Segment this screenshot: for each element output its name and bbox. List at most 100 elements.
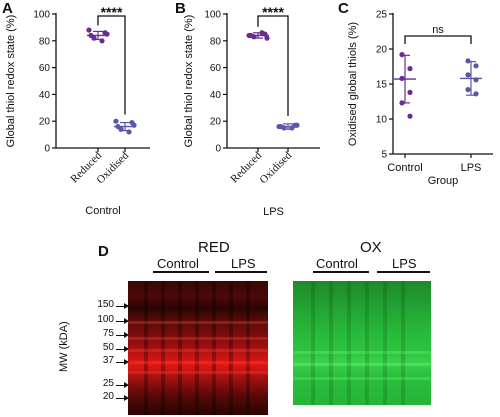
mw-marker-label: 50 — [102, 342, 114, 353]
data-point — [399, 52, 405, 58]
significance-label: **** — [262, 4, 284, 20]
data-point — [465, 72, 471, 78]
data-point — [276, 123, 282, 130]
blot-red-title: RED — [198, 239, 230, 256]
blot-ox-image — [293, 281, 431, 405]
mw-marker-arrow — [116, 306, 125, 308]
significance-label: ns — [432, 24, 444, 36]
y-tick-label: 0 — [44, 144, 50, 155]
mw-marker-label: 150 — [97, 299, 114, 310]
data-point — [473, 63, 479, 69]
significance-bracket — [257, 15, 289, 116]
blot-ox-control-line — [313, 271, 369, 273]
mw-marker-arrowhead — [124, 382, 129, 388]
mw-marker-label: 37 — [102, 355, 114, 366]
x-axis-label: Control — [85, 205, 120, 217]
y-tick-label: 20 — [39, 117, 51, 128]
data-point — [294, 122, 300, 128]
y-tick-label: 40 — [210, 90, 222, 101]
blot-ox-lps-line — [377, 271, 430, 273]
mw-marker-arrow — [116, 385, 125, 387]
data-point — [407, 89, 413, 95]
mw-marker-arrow — [116, 335, 125, 337]
y-tick-label: 10 — [376, 115, 388, 126]
blot-ox-lps-label: LPS — [392, 256, 417, 271]
significance-bracket — [404, 35, 472, 44]
panel-letter-b: B — [175, 0, 186, 17]
y-tick-label: 20 — [210, 117, 222, 128]
data-point — [259, 30, 265, 36]
data-point — [465, 58, 471, 64]
data-point — [251, 34, 257, 40]
mw-axis-label: MW (kDA) — [58, 321, 70, 372]
data-point — [104, 31, 110, 37]
category-label: Control — [387, 162, 422, 174]
y-tick-label: 100 — [204, 10, 221, 21]
y-axis-label: Oxidised global thiols (%) — [347, 22, 359, 146]
blot-ox-title: OX — [360, 239, 382, 256]
y-tick-label: 100 — [33, 10, 50, 21]
mw-marker-arrowhead — [124, 303, 129, 309]
y-tick-label: 15 — [376, 80, 388, 91]
y-tick-label: 60 — [39, 63, 51, 74]
blot-red-lps-line — [215, 271, 267, 273]
data-point — [399, 100, 405, 106]
mw-marker-label: 20 — [102, 391, 114, 402]
data-point — [465, 87, 471, 93]
panel-letter-c: C — [338, 0, 349, 17]
data-point — [113, 118, 119, 124]
y-tick-label: 80 — [210, 36, 222, 47]
panel-letter-a: A — [2, 0, 13, 17]
blot-red-control-line — [153, 271, 209, 273]
mw-marker-label: 75 — [102, 328, 114, 339]
data-point — [281, 125, 287, 131]
data-point — [118, 126, 124, 132]
mw-marker-label: 100 — [97, 314, 114, 325]
mw-marker-arrowhead — [124, 346, 129, 352]
y-tick-label: 60 — [210, 63, 222, 74]
blot-red-control-label: Control — [157, 256, 199, 271]
mw-marker-arrowhead — [124, 318, 129, 324]
data-point — [473, 77, 479, 83]
data-point — [91, 35, 97, 41]
blot-ox-control-label: Control — [316, 256, 358, 271]
mw-marker-arrow — [116, 362, 125, 364]
mw-marker-arrowhead — [124, 359, 129, 365]
y-tick-label: 80 — [39, 36, 51, 47]
data-point — [131, 122, 137, 128]
category-label: LPS — [461, 162, 482, 174]
y-tick-label: 25 — [376, 10, 388, 21]
y-tick-label: 0 — [215, 144, 221, 155]
data-point — [289, 125, 295, 131]
y-axis-label: Global thiol redox state (%) — [183, 15, 195, 148]
mw-marker-arrow — [116, 398, 125, 400]
significance-bracket — [97, 15, 126, 115]
panel-letter-d: D — [98, 243, 109, 260]
significance-label: **** — [101, 4, 123, 20]
mw-marker-arrowhead — [124, 332, 129, 338]
data-point — [99, 38, 105, 44]
data-point — [126, 129, 132, 135]
x-axis-label: Group — [428, 175, 459, 187]
mw-marker-arrowhead — [124, 395, 129, 401]
data-point — [399, 75, 405, 81]
data-point — [86, 27, 92, 33]
mw-marker-label: 25 — [102, 378, 114, 389]
blot-red-image — [128, 281, 268, 415]
mw-marker-arrow — [116, 349, 125, 351]
data-point — [246, 32, 252, 39]
y-tick-label: 20 — [376, 45, 388, 56]
mw-marker-arrow — [116, 321, 125, 323]
data-point — [407, 113, 413, 119]
category-label: Oxidised — [258, 149, 295, 186]
y-tick-label: 40 — [39, 90, 51, 101]
data-point — [264, 35, 270, 41]
blot-red-lps-label: LPS — [231, 256, 256, 271]
x-axis-label: LPS — [263, 206, 284, 218]
y-axis-label: Global thiol redox state (%) — [5, 15, 17, 148]
chart-a: 020406080100ReducedOxidisedControlGlobal… — [5, 4, 150, 217]
data-point — [473, 91, 479, 97]
